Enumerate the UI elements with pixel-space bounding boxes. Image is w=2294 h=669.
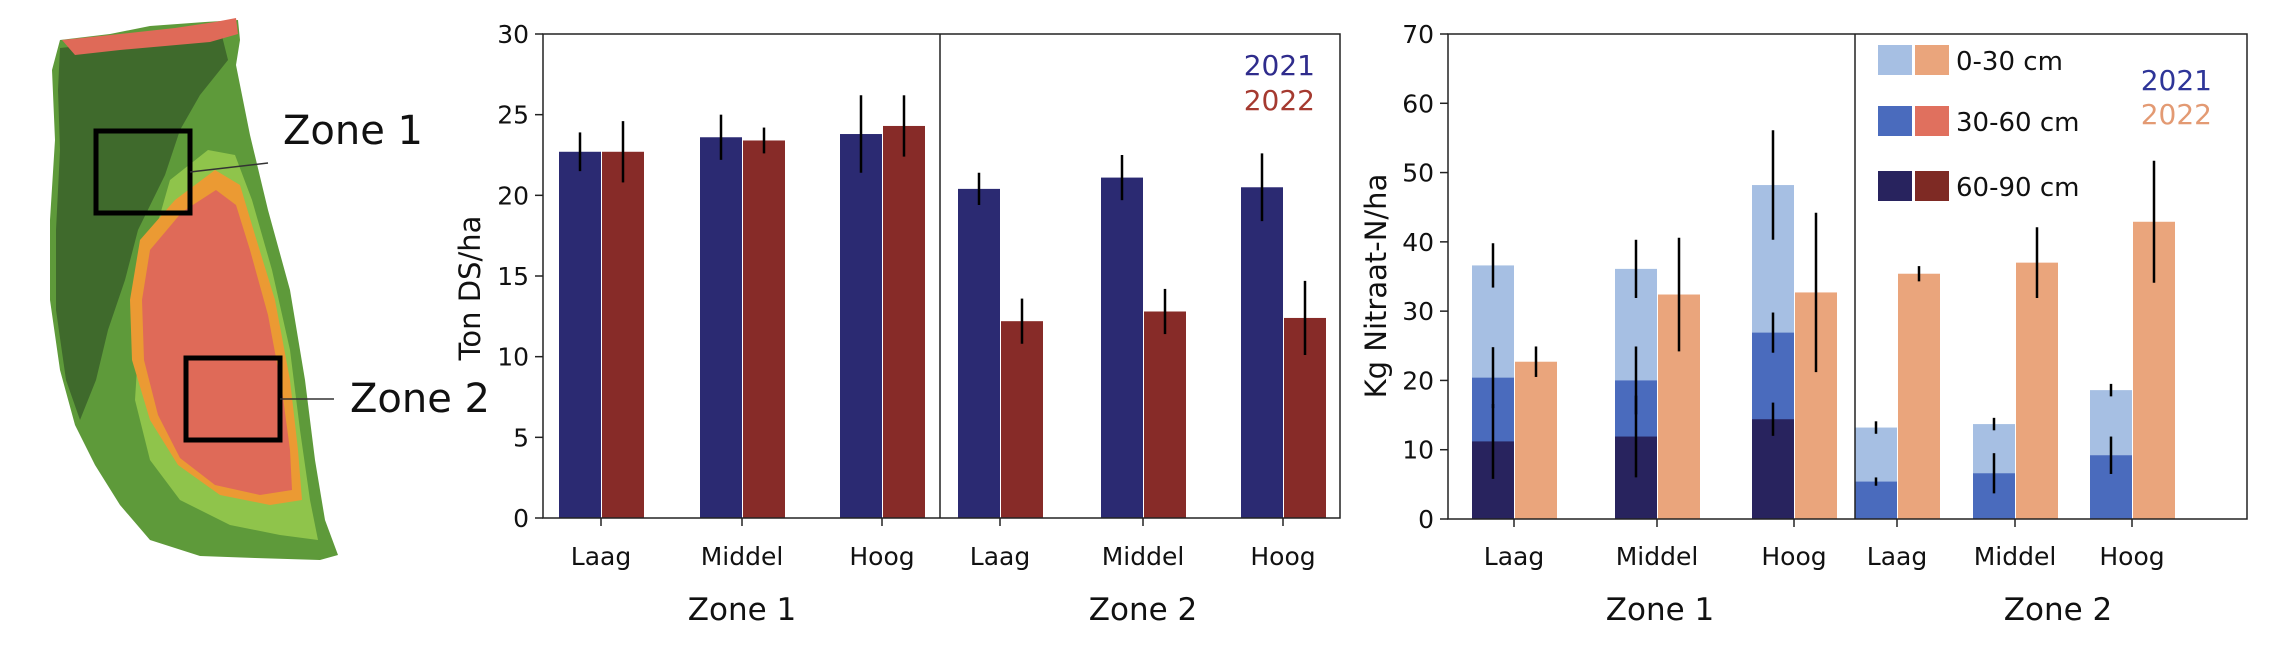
chart2-x-axis: Laag Middel Hoog Laag Middel Hoog	[1484, 519, 2165, 571]
chart1-x-axis: Laag Middel Hoog Laag Middel Hoog	[571, 518, 1316, 571]
map-red-top	[62, 18, 238, 55]
chart2-bars	[1472, 130, 2175, 520]
zone-1-leader	[189, 162, 269, 173]
chart1-ytick-label: 0	[513, 504, 529, 533]
chart1-bar	[1144, 311, 1186, 518]
chart1-frame	[542, 33, 1341, 519]
chart1-y-axis: 0 5 10 15 20 25 30	[497, 20, 543, 533]
legend-label-30-60: 30-60 cm	[1956, 108, 2079, 138]
chart2-xtick-label: Laag	[1484, 542, 1544, 571]
chart1-bar	[840, 134, 882, 518]
chart2-y-axis: 0 10 20 30 40 50 60 70	[1402, 20, 1448, 534]
chart2-group-label-zone-2: Zone 2	[2004, 592, 2113, 628]
chart1-xtick-label: Middel	[1102, 542, 1185, 571]
chart2-xtick-label: Middel	[1974, 542, 2057, 571]
chart2-xtick-label: Middel	[1616, 542, 1699, 571]
chart2-xtick-label: Laag	[1867, 542, 1927, 571]
chart1-bars	[559, 95, 1326, 519]
legend-swatch-30-60-2022	[1915, 106, 1949, 136]
legend-label-0-30: 0-30 cm	[1956, 47, 2063, 77]
legend-year-2021: 2021	[2141, 64, 2212, 97]
chart1-bar	[559, 151, 601, 519]
chart1-ytick-label: 5	[513, 423, 529, 452]
chart2-group-label-zone-1: Zone 1	[1606, 592, 1715, 628]
chart2-ylabel: Kg Nitraat-N/ha	[1359, 174, 1393, 399]
chart2-xtick-label: Hoog	[2099, 542, 2164, 571]
chart1-xtick-label: Hoog	[849, 542, 914, 571]
chart2-ytick-label: 40	[1402, 228, 1434, 257]
chart2-bar-segment	[1515, 361, 1557, 519]
chart1-ytick-label: 30	[497, 20, 529, 49]
chart1-xtick-label: Laag	[970, 542, 1030, 571]
chart2-ytick-label: 70	[1402, 20, 1434, 49]
chart1-xtick-label: Hoog	[1250, 542, 1315, 571]
legend-swatch-60-90-2021	[1878, 171, 1912, 201]
legend-label-60-90: 60-90 cm	[1956, 173, 2079, 203]
map-red-zone	[142, 190, 292, 495]
chart2-ytick-label: 60	[1402, 89, 1434, 118]
chart1-legend-2022: 2022	[1244, 84, 1315, 117]
chart2-bar-segment	[1855, 481, 1897, 519]
chart1-ylabel: Ton DS/ha	[453, 216, 487, 362]
legend-swatch-60-90-2022	[1915, 171, 1949, 201]
chart1-bar	[743, 140, 785, 519]
chart1-bar	[1241, 187, 1283, 518]
chart1-ytick-label: 25	[497, 101, 529, 130]
chart1-xtick-label: Middel	[701, 542, 784, 571]
chart2-xtick-label: Hoog	[1761, 542, 1826, 571]
chart2-bar-segment	[2016, 262, 2058, 519]
chart1-bar	[1101, 177, 1143, 518]
chart-nitrate: Kg Nitraat-N/ha 0 10 20 30 40 50 60 70 Laag Midd…	[1359, 20, 2248, 628]
chart1-group-label-zone-2: Zone 2	[1089, 592, 1198, 628]
chart1-xtick-label: Laag	[571, 542, 631, 571]
chart2-ytick-label: 20	[1402, 366, 1434, 395]
chart1-bar	[1001, 321, 1043, 518]
legend-swatch-0-30-2022	[1915, 45, 1949, 75]
chart1-ytick-label: 10	[497, 343, 529, 372]
chart1-ytick-label: 15	[497, 262, 529, 291]
chart2-ytick-label: 30	[1402, 297, 1434, 326]
chart1-bar	[883, 125, 925, 519]
legend-year-2022: 2022	[2141, 98, 2212, 131]
chart1-legend-2021: 2021	[1244, 49, 1315, 82]
chart2-ytick-label: 0	[1418, 505, 1434, 534]
chart2-legend: 0-30 cm 30-60 cm 60-90 cm 2021 2022	[1878, 45, 2212, 203]
chart2-frame	[1447, 33, 2248, 520]
chart1-bar	[958, 188, 1000, 518]
chart1-bar	[602, 151, 644, 519]
zone-2-label: Zone 2	[350, 376, 490, 422]
chart1-group-label-zone-1: Zone 1	[688, 592, 797, 628]
chart2-bar-segment	[1898, 273, 1940, 519]
zone-1-label: Zone 1	[283, 108, 423, 154]
chart1-bar	[700, 137, 742, 518]
field-map: Zone 1 Zone 2	[50, 18, 490, 560]
chart2-ytick-label: 50	[1402, 159, 1434, 188]
chart2-ytick-label: 10	[1402, 436, 1434, 465]
legend-swatch-0-30-2021	[1878, 45, 1912, 75]
chart1-ytick-label: 20	[497, 181, 529, 210]
legend-swatch-30-60-2021	[1878, 106, 1912, 136]
